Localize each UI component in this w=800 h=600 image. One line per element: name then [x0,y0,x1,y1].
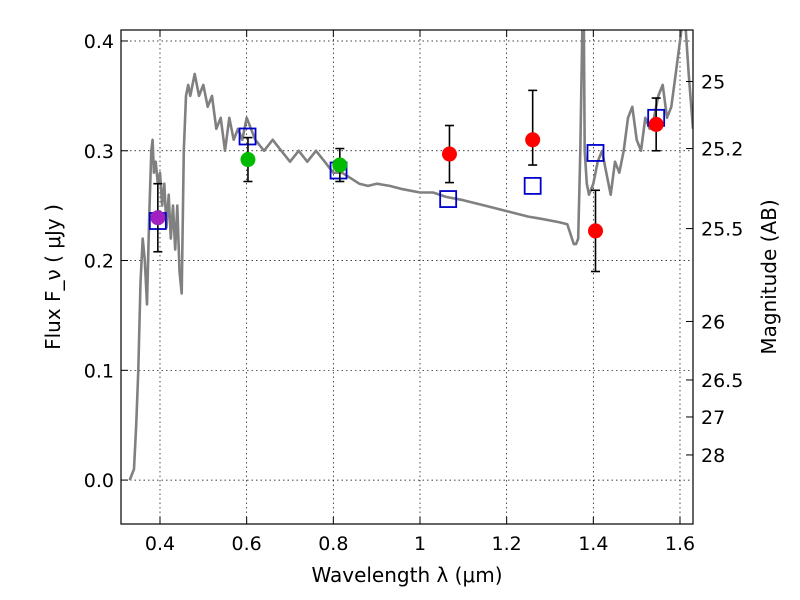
axes-frame [120,29,694,525]
y2-axis-label: Magnitude (AB) [757,199,781,354]
y2-tick-label: 28 [701,445,725,467]
y-tick-label: 0.2 [84,251,114,273]
y2-tick-label: 26 [701,311,725,333]
y-tick-label: 0.3 [84,141,114,163]
x-tick-label: 1 [414,533,426,555]
y2-tick-label: 25.5 [701,219,743,241]
observed-photometry-point [441,146,457,162]
observed-photometry-point [525,132,541,148]
y-tick-label: 0.0 [84,470,114,492]
model-photometry-square [586,144,605,162]
y-axis-label: Flux F_ν ( μJy ) [41,204,65,350]
y-tick-label: 0.4 [84,31,114,53]
y2-tick-label: 25.2 [701,139,743,161]
observed-photometry-point [332,157,348,173]
observed-photometry-point [240,152,256,168]
y2-tick-label: 26.5 [701,370,743,392]
ticks: 0.4 0.6 0.8 1 1.2 1.4 1.6 0.0 0.1 0.2 0.3 0.4 25 25.2… [84,30,743,555]
y2-tick-label: 25 [701,71,725,93]
x-tick-label: 1.6 [665,533,695,555]
x-tick-label: 0.6 [232,533,262,555]
x-tick-label: 0.4 [145,533,175,555]
model-photometry-square [439,190,458,208]
observed-photometry-point [150,210,166,226]
x-tick-label: 1.2 [492,533,522,555]
observed-photometry-point [588,223,603,239]
plot-area [128,30,693,481]
y2-tick-label: 27 [701,407,725,429]
y-tick-label: 0.1 [84,360,114,382]
observed-photometry-point [648,116,664,132]
x-axis-label: Wavelength λ (μm) [311,563,502,587]
grid [121,30,693,524]
model-photometry-square [523,176,542,195]
spectrum-line [128,30,693,481]
x-tick-label: 1.4 [578,533,608,555]
x-tick-label: 0.8 [318,533,348,555]
